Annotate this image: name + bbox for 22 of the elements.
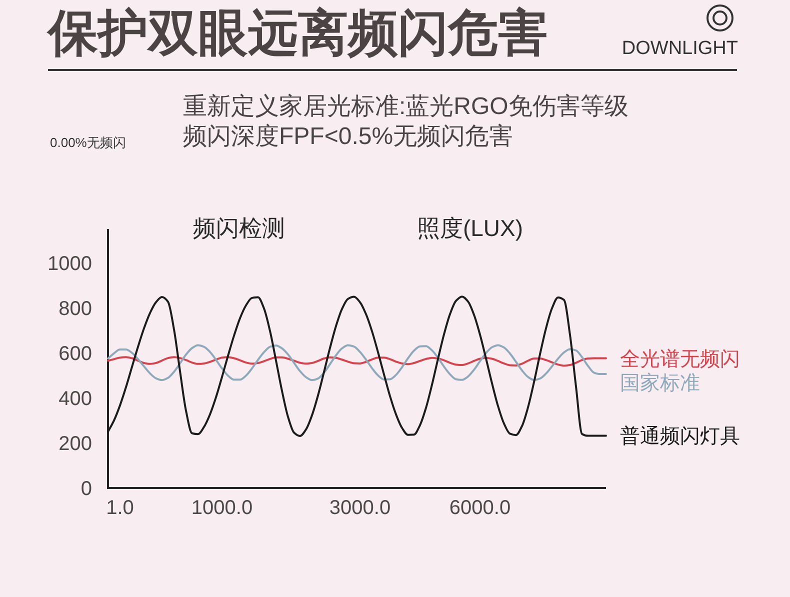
- text: 0.00%无频闪: [50, 135, 126, 150]
- y-tick-label: 0: [80, 478, 92, 500]
- text: 重新定义家居光标准:蓝光RGO免伤害等级: [183, 93, 628, 120]
- y-tick-label: 400: [58, 388, 92, 410]
- series-label: 国家标准: [620, 372, 700, 394]
- line-series: [107, 356, 607, 367]
- text: 频闪深度FPF<0.5%无频闪危害: [183, 123, 514, 150]
- x-tick-label: 3000.0: [329, 497, 391, 519]
- text: DOWNLIGHT: [622, 38, 738, 59]
- annotation: 照度(LUX): [416, 215, 524, 241]
- line-series: [107, 344, 607, 382]
- y-tick-label: 200: [58, 432, 92, 455]
- x-tick-label: 6000.0: [449, 497, 511, 519]
- annotation: 频闪检测: [193, 215, 285, 241]
- x-tick-label: 1000.0: [191, 497, 253, 519]
- series-label: 全光谱无频闪: [620, 348, 740, 370]
- y-tick-label: 600: [58, 342, 92, 365]
- y-tick-label: 1000: [48, 252, 92, 275]
- chart-title: 保护双眼远离频闪危害: [46, 5, 548, 61]
- y-tick-label: 800: [58, 298, 92, 320]
- x-tick-label: 1.0: [106, 497, 134, 519]
- series-label: 普通频闪灯具: [620, 424, 740, 448]
